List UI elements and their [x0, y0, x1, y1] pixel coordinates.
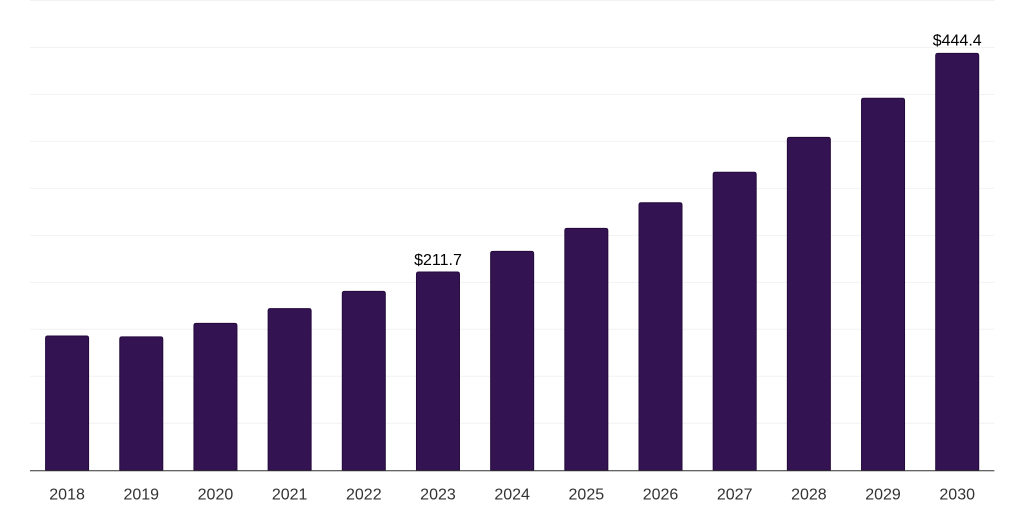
svg-text:2025: 2025 [569, 487, 605, 504]
svg-text:2029: 2029 [865, 487, 901, 504]
svg-text:2024: 2024 [494, 487, 530, 504]
svg-text:2028: 2028 [791, 487, 827, 504]
svg-text:2022: 2022 [346, 487, 382, 504]
svg-text:2027: 2027 [717, 487, 753, 504]
svg-text:2023: 2023 [420, 487, 456, 504]
svg-text:2018: 2018 [49, 487, 85, 504]
svg-text:2026: 2026 [643, 487, 679, 504]
svg-text:2030: 2030 [939, 487, 975, 504]
svg-text:2020: 2020 [198, 487, 234, 504]
svg-text:2019: 2019 [123, 487, 159, 504]
svg-text:2021: 2021 [272, 487, 308, 504]
svg-text:$444.4: $444.4 [933, 32, 982, 49]
svg-text:$211.7: $211.7 [414, 252, 462, 269]
